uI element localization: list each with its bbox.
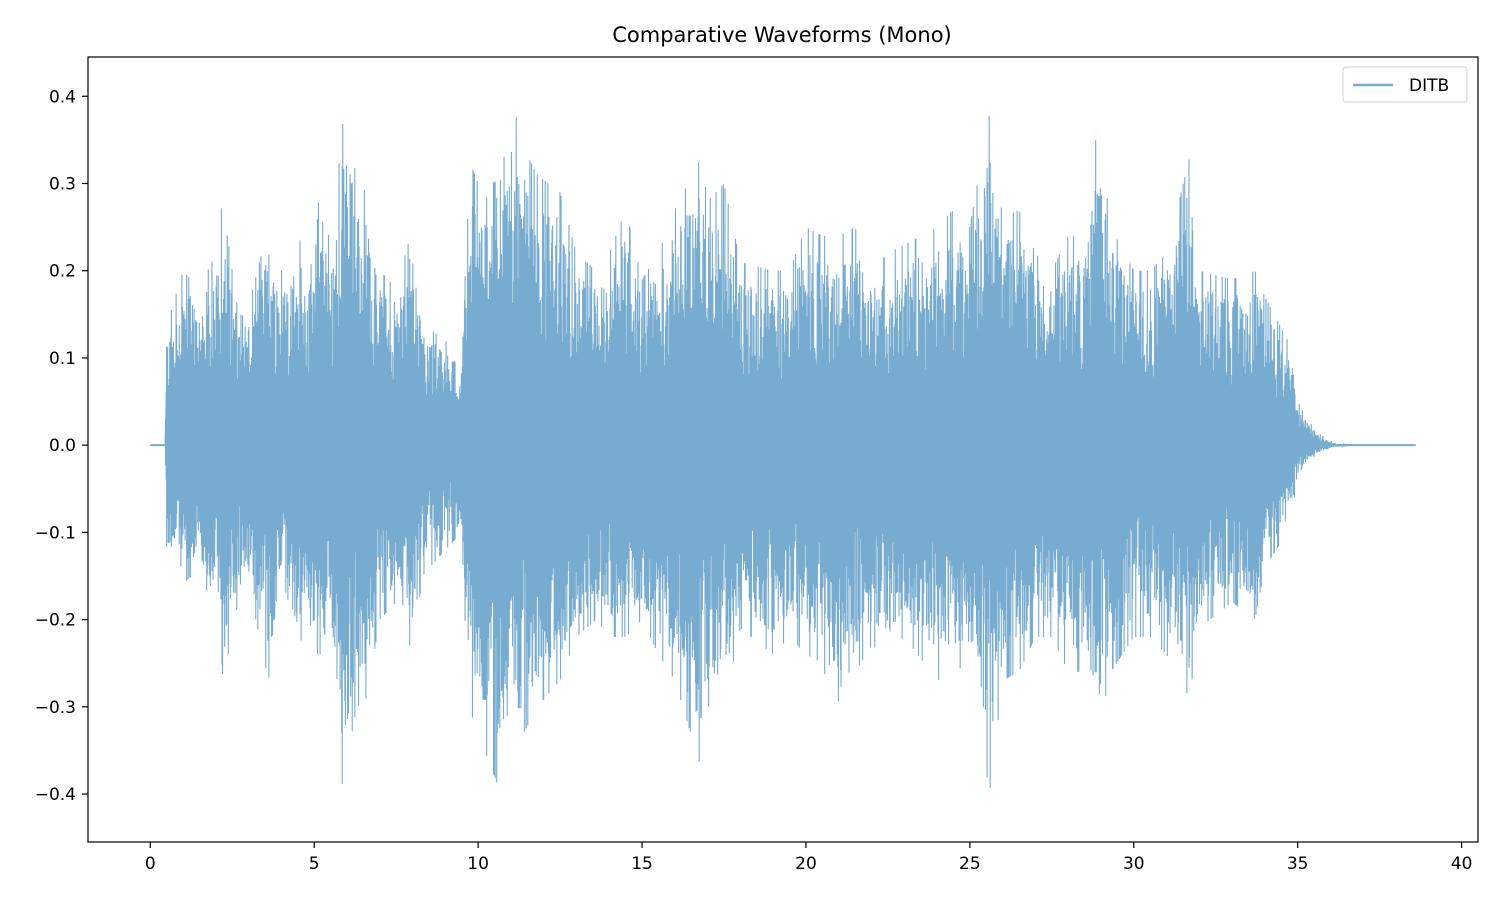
x-tick-label: 35 (1287, 854, 1309, 874)
x-tick-label: 10 (467, 854, 489, 874)
y-tick-label: −0.2 (35, 611, 76, 631)
y-axis: −0.4 −0.3 −0.2 −0.1 0.0 0.1 0.2 0.3 0.4 (35, 87, 88, 805)
x-tick-label: 30 (1123, 854, 1145, 874)
x-tick-label: 25 (959, 854, 981, 874)
x-tick-label: 5 (309, 854, 320, 874)
legend: DITB (1342, 66, 1468, 103)
legend-label-ditb: DITB (1409, 76, 1449, 96)
y-tick-label: 0.3 (49, 174, 76, 194)
y-tick-label: 0.0 (49, 436, 76, 456)
y-tick-label: 0.2 (49, 262, 76, 282)
x-tick-label: 15 (631, 854, 653, 874)
y-tick-label: −0.4 (35, 785, 76, 805)
series-line-ditb (150, 115, 1416, 789)
y-tick-label: −0.3 (35, 698, 76, 718)
legend-box (1342, 66, 1468, 103)
series-layer (150, 115, 1416, 789)
chart-title: Comparative Waveforms (Mono) (612, 23, 952, 47)
x-tick-label: 0 (145, 854, 156, 874)
x-axis: 0 5 10 15 20 25 30 35 40 (145, 842, 1473, 874)
plot-frame (87, 56, 1479, 843)
y-tick-label: 0.4 (49, 87, 76, 107)
plot-area (150, 115, 1416, 789)
y-tick-label: 0.1 (49, 349, 76, 369)
x-tick-label: 20 (795, 854, 817, 874)
x-tick-label: 40 (1451, 854, 1473, 874)
y-tick-label: −0.1 (35, 523, 76, 543)
